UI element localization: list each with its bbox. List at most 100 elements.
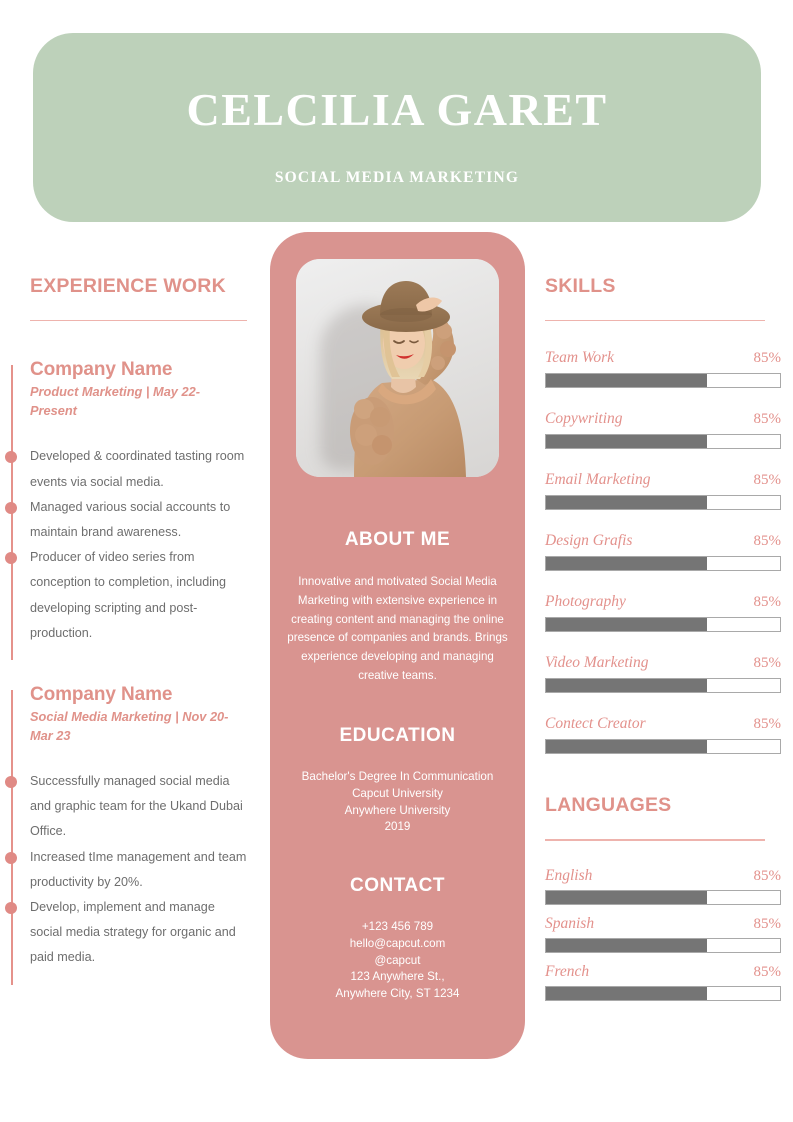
languages-list: English 85% Spanish 85% French 85%	[545, 867, 793, 1001]
languages-section: LANGUAGES English 85% Spanish 85% French 85%	[545, 794, 793, 1001]
job-bullet: Develop, implement and manage social med…	[30, 900, 236, 965]
profile-photo	[296, 259, 499, 477]
skill-header: Photography 85%	[545, 593, 781, 611]
candidate-name: CELCILIA GARET	[186, 83, 608, 135]
skill-progress-fill	[546, 435, 708, 449]
skill-progress-fill	[546, 679, 708, 693]
skill-header: English 85%	[545, 867, 781, 885]
skill-row: Spanish 85%	[545, 915, 793, 953]
experience-column: EXPERIENCE WORK Company Name Product Mark…	[0, 275, 262, 985]
education-lines: Bachelor's Degree In Communication Capcut…	[270, 769, 525, 836]
skills-column: SKILLS Team Work 85% Copywriting 85% Email M…	[545, 275, 793, 1011]
contact-line: 123 Anywhere St.,	[350, 970, 445, 984]
skill-progress-bar	[545, 434, 781, 450]
skills-divider	[545, 320, 765, 322]
about-section: ABOUT ME Innovative and motivated Social…	[270, 529, 525, 686]
company-name: Company Name	[30, 683, 173, 705]
education-line: 2019	[384, 820, 411, 834]
skill-header: Design Grafis 85%	[545, 532, 781, 550]
education-line: Anywhere University	[344, 803, 451, 817]
skill-label: English	[545, 866, 593, 884]
section-title-experience: EXPERIENCE WORK	[30, 275, 226, 297]
skill-progress-bar	[545, 985, 781, 1001]
job-bullet: Managed various social accounts to maint…	[30, 499, 231, 540]
timeline-dot	[5, 902, 17, 915]
contact-title: CONTACT	[350, 875, 445, 896]
skill-row: Email Marketing 85%	[545, 471, 793, 511]
experience-list: Company Name Product Marketing | May 22-P…	[0, 359, 262, 985]
skill-percent: 85%	[753, 915, 782, 932]
skill-row: Team Work 85%	[545, 349, 793, 389]
section-title-skills: SKILLS	[545, 275, 616, 297]
skill-percent: 85%	[753, 655, 782, 672]
timeline-dot	[5, 552, 17, 565]
job-bullet: Developed & coordinated tasting room eve…	[30, 449, 245, 489]
skill-row: Photography 85%	[545, 593, 793, 633]
job-bullet: Increased tIme management and team produ…	[30, 849, 247, 889]
profile-card: ABOUT ME Innovative and motivated Social…	[270, 232, 525, 1059]
contact-line: Anywhere City, ST 1234	[335, 987, 460, 1001]
job-bullet: Producer of video series from conception…	[30, 550, 227, 640]
skill-row: Contect Creator 85%	[545, 715, 793, 755]
contact-lines: +123 456 789 hello@capcut.com @capcut 123 A…	[270, 919, 525, 1003]
languages-divider	[545, 839, 765, 841]
skill-header: Spanish 85%	[545, 915, 781, 933]
about-text: Innovative and motivated Social Media Ma…	[287, 575, 508, 682]
job-bullets: Successfully managed social media and gr…	[30, 769, 262, 971]
skill-header: Video Marketing 85%	[545, 654, 781, 672]
skill-label: Video Marketing	[545, 654, 649, 672]
skill-progress-fill	[546, 740, 708, 754]
candidate-role: SOCIAL MEDIA MARKETING	[274, 168, 520, 186]
timeline-dot	[5, 851, 17, 864]
header-banner: CELCILIA GARET SOCIAL MEDIA MARKETING	[33, 33, 761, 222]
skill-label: Spanish	[545, 914, 595, 932]
skill-header: French 85%	[545, 963, 781, 981]
skill-progress-fill	[546, 890, 708, 904]
skill-progress-fill	[546, 374, 708, 388]
about-title: ABOUT ME	[344, 529, 451, 550]
skill-header: Copywriting 85%	[545, 410, 781, 428]
skill-row: Copywriting 85%	[545, 410, 793, 450]
skill-progress-fill	[546, 557, 708, 571]
skill-row: French 85%	[545, 963, 793, 1001]
skill-header: Contect Creator 85%	[545, 715, 781, 733]
skill-percent: 85%	[753, 350, 782, 367]
skill-label: Copywriting	[545, 410, 623, 428]
skill-percent: 85%	[753, 716, 782, 733]
contact-line: hello@capcut.com	[349, 936, 446, 950]
education-line: Bachelor's Degree In Communication	[301, 770, 494, 783]
job-bullet: Successfully managed social media and gr…	[30, 774, 243, 839]
skill-percent: 85%	[753, 963, 782, 980]
contact-line: @capcut	[374, 953, 421, 967]
skill-label: Email Marketing	[545, 471, 651, 489]
experience-entry: Company Name Social Media Marketing | Nov…	[0, 683, 262, 985]
skill-row: Video Marketing 85%	[545, 654, 793, 694]
skill-progress-bar	[545, 739, 781, 755]
skill-header: Email Marketing 85%	[545, 471, 781, 489]
timeline-dot	[5, 776, 17, 789]
timeline-dot	[5, 451, 17, 464]
skill-label: Contect Creator	[545, 715, 646, 733]
experience-entry: Company Name Product Marketing | May 22-P…	[0, 359, 262, 660]
skill-header: Team Work 85%	[545, 349, 781, 367]
experience-divider	[30, 320, 247, 322]
skill-progress-fill	[546, 618, 708, 632]
skill-row: Design Grafis 85%	[545, 532, 793, 572]
skill-label: Design Grafis	[545, 532, 633, 550]
skills-list: Team Work 85% Copywriting 85% Email Marketin…	[545, 349, 793, 755]
skill-label: French	[545, 962, 590, 980]
education-title: EDUCATION	[339, 725, 456, 746]
skill-progress-bar	[545, 937, 781, 953]
contact-section: CONTACT +123 456 789 hello@capcut.com @cap…	[270, 875, 525, 1003]
company-name: Company Name	[30, 359, 173, 381]
skill-progress-fill	[546, 496, 708, 510]
skill-progress-bar	[545, 556, 781, 572]
skill-percent: 85%	[753, 533, 782, 550]
education-section: EDUCATION Bachelor's Degree In Communica…	[270, 725, 525, 836]
skill-progress-bar	[545, 889, 781, 905]
skill-row: English 85%	[545, 867, 793, 905]
skill-percent: 85%	[753, 411, 782, 428]
skill-progress-bar	[545, 678, 781, 694]
portrait-illustration	[350, 281, 466, 477]
